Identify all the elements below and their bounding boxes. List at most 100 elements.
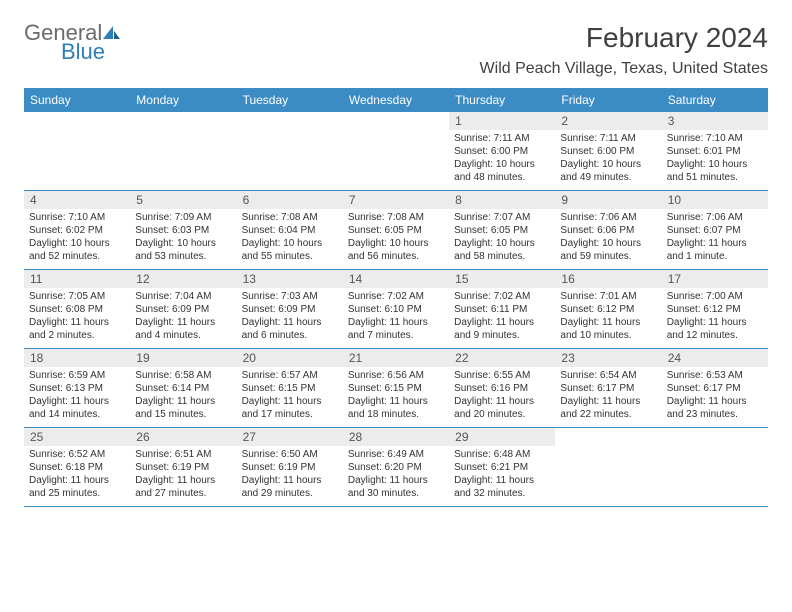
day-number: 24	[662, 349, 768, 367]
sunset-line: Sunset: 6:07 PM	[667, 224, 763, 237]
day-details: Sunrise: 6:56 AMSunset: 6:15 PMDaylight:…	[343, 367, 449, 425]
calendar-day: 28Sunrise: 6:49 AMSunset: 6:20 PMDayligh…	[343, 428, 449, 506]
daylight-line: Daylight: 11 hours and 10 minutes.	[560, 316, 656, 342]
daylight-line: Daylight: 11 hours and 30 minutes.	[348, 474, 444, 500]
day-number: 12	[130, 270, 236, 288]
calendar-week: 1Sunrise: 7:11 AMSunset: 6:00 PMDaylight…	[24, 112, 768, 191]
daylight-line: Daylight: 11 hours and 14 minutes.	[29, 395, 125, 421]
daylight-line: Daylight: 11 hours and 23 minutes.	[667, 395, 763, 421]
day-number: 14	[343, 270, 449, 288]
daylight-line: Daylight: 11 hours and 9 minutes.	[454, 316, 550, 342]
calendar-day: 9 Sunrise: 7:06 AMSunset: 6:06 PMDaylight…	[555, 191, 661, 269]
daylight-line: Daylight: 11 hours and 12 minutes.	[667, 316, 763, 342]
daylight-line: Daylight: 11 hours and 15 minutes.	[135, 395, 231, 421]
calendar-day: 29Sunrise: 6:48 AMSunset: 6:21 PMDayligh…	[449, 428, 555, 506]
sunset-line: Sunset: 6:04 PM	[242, 224, 338, 237]
day-number: 8	[449, 191, 555, 209]
weekday-header: Tuesday	[237, 88, 343, 112]
sunrise-line: Sunrise: 6:53 AM	[667, 369, 763, 382]
calendar-day-empty	[24, 112, 130, 190]
daylight-line: Daylight: 10 hours and 51 minutes.	[667, 158, 763, 184]
daylight-line: Daylight: 11 hours and 22 minutes.	[560, 395, 656, 421]
day-number: 22	[449, 349, 555, 367]
day-details: Sunrise: 7:08 AMSunset: 6:04 PMDaylight:…	[237, 209, 343, 267]
calendar-day: 13Sunrise: 7:03 AMSunset: 6:09 PMDayligh…	[237, 270, 343, 348]
day-details: Sunrise: 7:02 AMSunset: 6:10 PMDaylight:…	[343, 288, 449, 346]
calendar-day: 25Sunrise: 6:52 AMSunset: 6:18 PMDayligh…	[24, 428, 130, 506]
weekday-header: Thursday	[449, 88, 555, 112]
daylight-line: Daylight: 11 hours and 29 minutes.	[242, 474, 338, 500]
day-number: 19	[130, 349, 236, 367]
day-number: 17	[662, 270, 768, 288]
sunset-line: Sunset: 6:06 PM	[560, 224, 656, 237]
sunset-line: Sunset: 6:03 PM	[135, 224, 231, 237]
sunset-line: Sunset: 6:00 PM	[560, 145, 656, 158]
sunset-line: Sunset: 6:12 PM	[667, 303, 763, 316]
sunset-line: Sunset: 6:17 PM	[560, 382, 656, 395]
calendar-day-empty	[237, 112, 343, 190]
sunrise-line: Sunrise: 6:52 AM	[29, 448, 125, 461]
sunrise-line: Sunrise: 6:57 AM	[242, 369, 338, 382]
day-details: Sunrise: 7:04 AMSunset: 6:09 PMDaylight:…	[130, 288, 236, 346]
day-number: 27	[237, 428, 343, 446]
day-details: Sunrise: 7:09 AMSunset: 6:03 PMDaylight:…	[130, 209, 236, 267]
calendar-day: 22Sunrise: 6:55 AMSunset: 6:16 PMDayligh…	[449, 349, 555, 427]
sunset-line: Sunset: 6:15 PM	[348, 382, 444, 395]
sunset-line: Sunset: 6:15 PM	[242, 382, 338, 395]
sunset-line: Sunset: 6:16 PM	[454, 382, 550, 395]
weekday-header: Friday	[555, 88, 661, 112]
day-details: Sunrise: 6:51 AMSunset: 6:19 PMDaylight:…	[130, 446, 236, 504]
daylight-line: Daylight: 11 hours and 7 minutes.	[348, 316, 444, 342]
sunrise-line: Sunrise: 6:48 AM	[454, 448, 550, 461]
calendar-day: 26Sunrise: 6:51 AMSunset: 6:19 PMDayligh…	[130, 428, 236, 506]
day-number: 11	[24, 270, 130, 288]
day-details: Sunrise: 7:03 AMSunset: 6:09 PMDaylight:…	[237, 288, 343, 346]
calendar-day: 18Sunrise: 6:59 AMSunset: 6:13 PMDayligh…	[24, 349, 130, 427]
sunset-line: Sunset: 6:11 PM	[454, 303, 550, 316]
sunset-line: Sunset: 6:19 PM	[242, 461, 338, 474]
daylight-line: Daylight: 11 hours and 17 minutes.	[242, 395, 338, 421]
calendar-day: 3Sunrise: 7:10 AMSunset: 6:01 PMDaylight…	[662, 112, 768, 190]
calendar-day: 1Sunrise: 7:11 AMSunset: 6:00 PMDaylight…	[449, 112, 555, 190]
calendar-day: 19Sunrise: 6:58 AMSunset: 6:14 PMDayligh…	[130, 349, 236, 427]
day-details: Sunrise: 7:05 AMSunset: 6:08 PMDaylight:…	[24, 288, 130, 346]
day-details: Sunrise: 7:08 AMSunset: 6:05 PMDaylight:…	[343, 209, 449, 267]
day-details: Sunrise: 6:50 AMSunset: 6:19 PMDaylight:…	[237, 446, 343, 504]
sunset-line: Sunset: 6:00 PM	[454, 145, 550, 158]
sunrise-line: Sunrise: 7:05 AM	[29, 290, 125, 303]
sunset-line: Sunset: 6:02 PM	[29, 224, 125, 237]
sunrise-line: Sunrise: 7:11 AM	[454, 132, 550, 145]
day-details: Sunrise: 7:02 AMSunset: 6:11 PMDaylight:…	[449, 288, 555, 346]
daylight-line: Daylight: 10 hours and 53 minutes.	[135, 237, 231, 263]
daylight-line: Daylight: 11 hours and 2 minutes.	[29, 316, 125, 342]
calendar-day: 5Sunrise: 7:09 AMSunset: 6:03 PMDaylight…	[130, 191, 236, 269]
day-number: 5	[130, 191, 236, 209]
day-number: 9	[555, 191, 661, 209]
daylight-line: Daylight: 11 hours and 1 minute.	[667, 237, 763, 263]
day-details: Sunrise: 6:53 AMSunset: 6:17 PMDaylight:…	[662, 367, 768, 425]
sunrise-line: Sunrise: 7:06 AM	[560, 211, 656, 224]
day-number: 29	[449, 428, 555, 446]
sunrise-line: Sunrise: 6:51 AM	[135, 448, 231, 461]
day-details: Sunrise: 6:59 AMSunset: 6:13 PMDaylight:…	[24, 367, 130, 425]
calendar-week: 4Sunrise: 7:10 AMSunset: 6:02 PMDaylight…	[24, 191, 768, 270]
calendar-day-empty	[662, 428, 768, 506]
daylight-line: Daylight: 11 hours and 18 minutes.	[348, 395, 444, 421]
day-details: Sunrise: 7:06 AMSunset: 6:07 PMDaylight:…	[662, 209, 768, 267]
daylight-line: Daylight: 10 hours and 59 minutes.	[560, 237, 656, 263]
sunset-line: Sunset: 6:01 PM	[667, 145, 763, 158]
sunset-line: Sunset: 6:21 PM	[454, 461, 550, 474]
sunrise-line: Sunrise: 7:07 AM	[454, 211, 550, 224]
calendar-day: 10Sunrise: 7:06 AMSunset: 6:07 PMDayligh…	[662, 191, 768, 269]
day-number: 6	[237, 191, 343, 209]
day-details: Sunrise: 6:55 AMSunset: 6:16 PMDaylight:…	[449, 367, 555, 425]
day-number: 13	[237, 270, 343, 288]
header: General Blue February 2024 Wild Peach Vi…	[24, 22, 768, 78]
day-number: 18	[24, 349, 130, 367]
sunset-line: Sunset: 6:18 PM	[29, 461, 125, 474]
day-number: 23	[555, 349, 661, 367]
calendar-day: 20Sunrise: 6:57 AMSunset: 6:15 PMDayligh…	[237, 349, 343, 427]
sunrise-line: Sunrise: 6:54 AM	[560, 369, 656, 382]
sunrise-line: Sunrise: 7:00 AM	[667, 290, 763, 303]
weekday-header: Sunday	[24, 88, 130, 112]
